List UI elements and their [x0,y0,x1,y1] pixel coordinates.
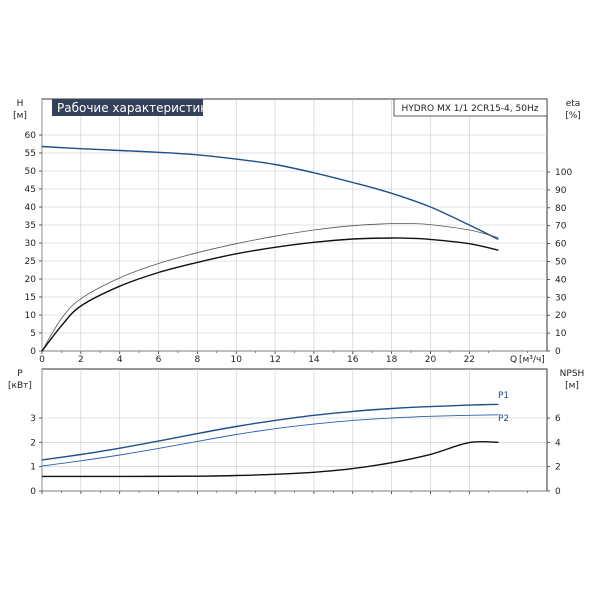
top-grid [39,99,550,354]
left-tick-label: 55 [25,149,36,159]
x-tick-label: 22 [464,355,475,365]
bottom-tick-labels: 0 1 2 3 0 2 4 6 [30,414,561,497]
right-tick-label: 60 [555,240,567,250]
x-tick-label: 4 [117,355,123,365]
x-tick-label: 20 [425,355,437,365]
bottom-chart-frame [41,368,548,492]
series-line-1-1 [41,414,499,467]
left-tick-label: 10 [25,311,37,321]
x-tick-label: 12 [269,355,280,365]
left-tick-label: 45 [25,185,36,195]
series-line-0-0 [41,145,499,241]
left-tick-label: 1 [30,463,36,473]
right-tick-label: 2 [555,463,561,473]
x-tick-label: 18 [386,355,398,365]
q-axis-label: Q [510,355,517,365]
right-tick-label: 50 [555,258,567,268]
x-tick-label: 6 [156,355,162,365]
series-line-1-0 [41,403,499,461]
left-tick-label: 60 [25,131,37,141]
npsh-axis-label: NPSH [560,369,585,379]
x-tick-label: 0 [39,355,45,365]
right-tick-label: 90 [555,186,567,196]
right-tick-label: 0 [555,347,561,357]
left-tick-label: 3 [30,414,36,424]
title-box [52,99,203,116]
left-tick-label: 15 [25,293,36,303]
left-tick-label: 35 [25,221,36,231]
top-tick-labels: 0 2 4 6 8 10 12 14 16 18 20 22 0 5 10 15 20 25 30 35 40 45 50 5… [25,131,573,365]
right-tick-label: 10 [555,329,567,339]
h-axis-unit: [м] [13,111,27,121]
left-tick-label: 20 [25,275,37,285]
right-tick-label: 20 [555,311,567,321]
eta-axis-label: eta [566,99,581,109]
model-box [393,98,548,117]
p2-series-label: P2 [498,414,509,424]
bottom-curves [41,403,499,478]
right-tick-label: 70 [555,222,567,232]
npsh-axis-unit: [м] [565,381,579,391]
left-tick-label: 40 [25,203,37,213]
right-tick-label: 40 [555,275,567,285]
left-tick-label: 0 [30,347,36,357]
series-line-0-1 [41,222,499,352]
left-tick-label: 25 [25,257,36,267]
right-tick-label: 0 [555,487,561,497]
right-tick-label: 4 [555,438,561,448]
x-tick-label: 10 [231,355,243,365]
x-tick-label: 2 [78,355,84,365]
right-tick-label: 80 [555,204,567,214]
left-tick-label: 30 [25,239,37,249]
bottom-grid [39,369,550,494]
left-tick-label: 0 [30,487,36,497]
p-axis-label: P [17,369,23,379]
chart-title: Рабочие характеристики [57,101,215,115]
series-line-0-2 [41,237,499,352]
p1-series-label: P1 [498,391,509,401]
left-tick-label: 5 [30,329,36,339]
h-axis-label: H [17,99,24,109]
right-tick-label: 100 [555,168,572,178]
left-tick-label: 50 [25,167,37,177]
x-tick-label: 8 [195,355,201,365]
eta-axis-unit: [%] [565,111,581,121]
top-curves [41,145,499,352]
p-axis-unit: [кВт] [8,381,32,391]
q-axis-unit: [м³/ч] [519,355,545,365]
series-line-1-2 [41,440,499,478]
model-label: HYDRO MX 1/1 2CR15-4, 50Hz [402,104,539,114]
right-tick-label: 30 [555,293,567,303]
right-tick-label: 6 [555,414,561,424]
x-tick-label: 14 [308,355,320,365]
x-tick-label: 16 [347,355,359,365]
left-tick-label: 2 [30,438,36,448]
